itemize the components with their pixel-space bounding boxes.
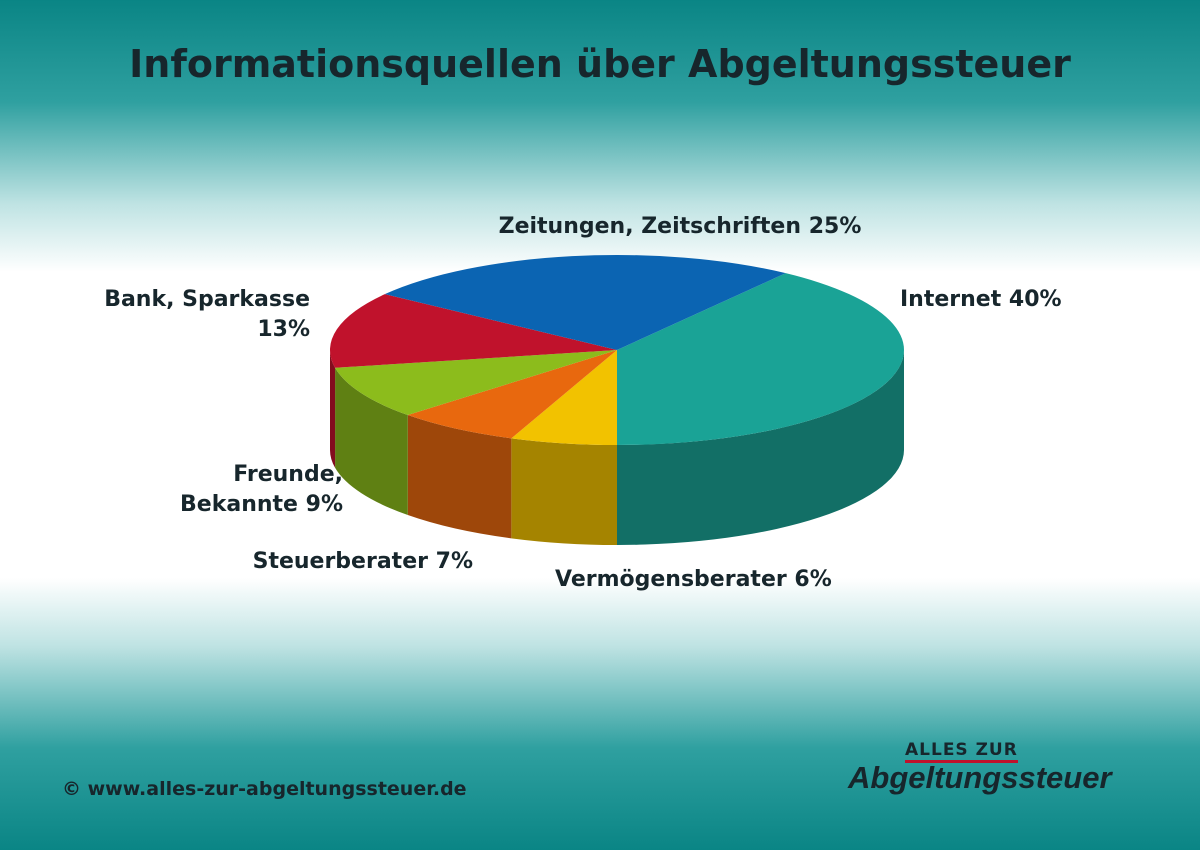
value-label: 13% bbox=[257, 317, 310, 342]
pie-side bbox=[511, 438, 617, 545]
value-label: 25% bbox=[808, 214, 862, 239]
pie-side bbox=[330, 350, 336, 468]
value-label: 7% bbox=[435, 549, 473, 574]
logo-bottom: Abgeltungssteuer bbox=[848, 760, 1112, 795]
pie-slice bbox=[330, 294, 617, 368]
category-name: Bank, Sparkasse bbox=[104, 287, 310, 312]
slice-label: Freunde, Bekannte 9% bbox=[163, 460, 343, 520]
pie-slice bbox=[407, 350, 617, 439]
slice-label: Zeitungen, Zeitschriften 25% bbox=[430, 212, 930, 242]
pie-slice bbox=[335, 350, 617, 416]
slice-label: Bank, Sparkasse 13% bbox=[100, 285, 310, 345]
pie-side bbox=[617, 350, 904, 545]
value-label: 40% bbox=[1008, 287, 1062, 312]
pie-side bbox=[335, 367, 408, 516]
category-name: Vermögensberater bbox=[555, 567, 787, 592]
chart-title: Informationsquellen über Abgeltungssteue… bbox=[129, 42, 1071, 86]
pie-slice bbox=[511, 350, 617, 446]
category-name: Freunde, Bekannte bbox=[180, 462, 343, 517]
copyright: © www.alles-zur-abgeltungssteuer.de bbox=[62, 778, 467, 800]
category-name: Steuerberater bbox=[252, 549, 428, 574]
pie-slice bbox=[384, 255, 786, 350]
category-name: Zeitungen, Zeitschriften bbox=[498, 214, 802, 239]
slice-label: Vermögensberater 6% bbox=[555, 565, 832, 595]
slice-label: Steuerberater 7% bbox=[213, 547, 473, 577]
pie-side bbox=[407, 415, 512, 539]
category-name: Internet bbox=[900, 287, 1002, 312]
value-label: 6% bbox=[794, 567, 832, 592]
logo-top: ALLES ZUR bbox=[905, 740, 1018, 763]
pie-slice bbox=[617, 273, 905, 445]
slice-label: Internet 40% bbox=[900, 285, 1062, 315]
value-label: 9% bbox=[305, 492, 343, 517]
